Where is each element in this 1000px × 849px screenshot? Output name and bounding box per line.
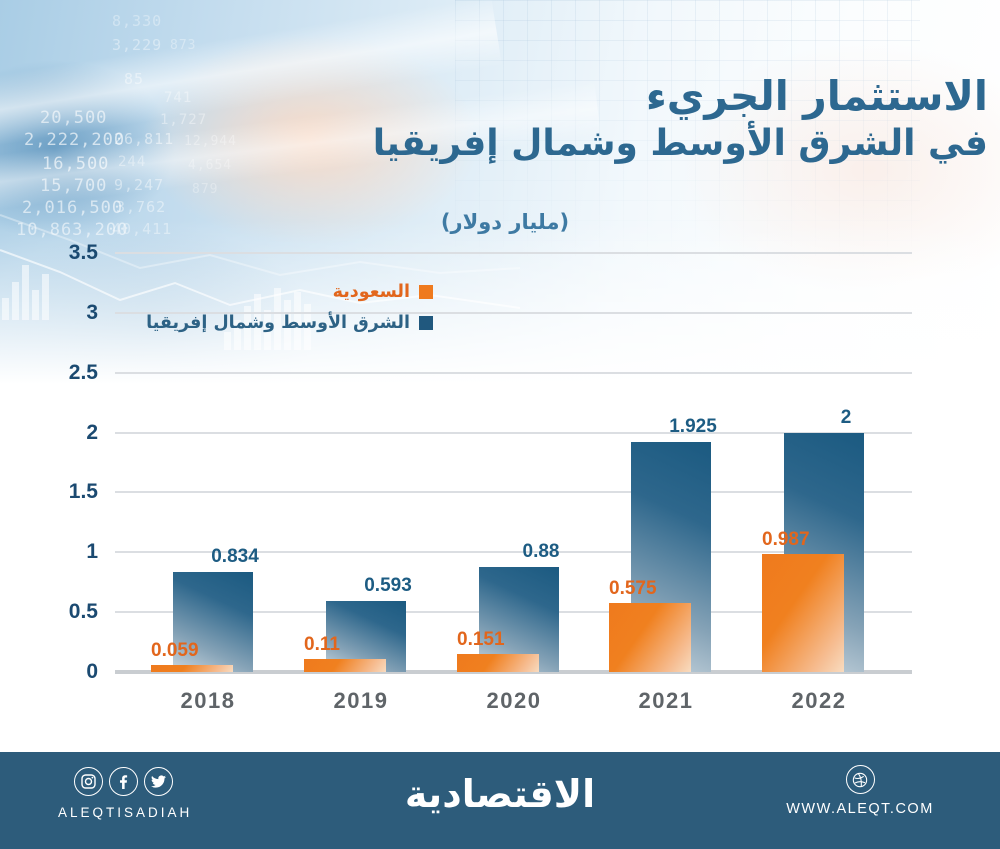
brand-logo: الاقتصادية bbox=[404, 772, 596, 816]
y-tick-label: 3.5 bbox=[68, 241, 98, 264]
header-grid-texture bbox=[455, 0, 920, 285]
header-candlestick-texture bbox=[224, 288, 311, 350]
mena-bar bbox=[173, 572, 253, 672]
website-url[interactable]: WWW.ALEQT.COM bbox=[786, 801, 934, 817]
y-tick-label: 1.5 bbox=[68, 480, 98, 504]
header-texture-number: 741 bbox=[164, 90, 193, 106]
footer-bar: ALEQTISADIAH الاقتصادية WWW.ALEQT.COM bbox=[0, 752, 1000, 849]
y-tick-label: 0 bbox=[86, 660, 98, 683]
y-tick-label: 3 bbox=[86, 300, 98, 324]
legend-label-saudi: السعودية bbox=[332, 282, 410, 302]
y-axis: 0 0.5 1 1.5 2 2.5 3 3.5 bbox=[0, 241, 98, 683]
header-texture-number: 12,944 bbox=[184, 134, 237, 149]
saudi-bar bbox=[151, 664, 233, 672]
year-label: 2019 bbox=[333, 688, 389, 713]
gridline bbox=[115, 311, 912, 314]
title-line-2: في الشرق الأوسط وشمال إفريقيا bbox=[372, 123, 988, 165]
saudi-value-label: 0.575 bbox=[609, 578, 657, 600]
social-block: ALEQTISADIAH bbox=[58, 767, 193, 820]
header-texture-number: 2,222,200 bbox=[24, 130, 126, 150]
header-texture-number: 9,247 bbox=[114, 176, 165, 194]
gridline bbox=[115, 371, 912, 374]
mena-value-label: 0.593 bbox=[364, 575, 412, 597]
social-handle: ALEQTISADIAH bbox=[58, 805, 193, 820]
header-texture-number: 26,811 bbox=[114, 130, 175, 148]
header-candlestick-texture bbox=[2, 265, 49, 320]
year-label: 2021 bbox=[638, 688, 694, 713]
saudi-bar bbox=[304, 658, 386, 672]
header-texture-number: 873 bbox=[170, 38, 197, 53]
legend-label-mena: الشرق الأوسط وشمال إفريقيا bbox=[146, 313, 410, 333]
y-tick-label: 1 bbox=[86, 540, 98, 564]
title-line-1: الاستثمار الجريء bbox=[645, 72, 988, 120]
mena-value-label: 2 bbox=[840, 406, 852, 428]
gridline bbox=[115, 252, 912, 254]
header-photo-background: 8,330 3,229 873 85 741 1,727 20,500 2,222,200 26… bbox=[0, 0, 1000, 400]
header-texture-number: 4,654 bbox=[188, 158, 233, 173]
unit-label: (مليار دولار) bbox=[440, 210, 570, 234]
header-texture-number: 20,500 bbox=[40, 108, 108, 128]
gridline bbox=[115, 551, 912, 554]
year-label: 2020 bbox=[486, 688, 542, 713]
globe-icon bbox=[845, 765, 875, 794]
y-tick-label: 2.5 bbox=[68, 360, 98, 384]
header-texture-number: 40,411 bbox=[112, 220, 173, 238]
y-tick-label: 2 bbox=[86, 420, 98, 444]
header-texture-number: 1,727 bbox=[160, 112, 208, 128]
header-texture-number: 8,330 bbox=[112, 12, 163, 30]
chart-title: الاستثمار الجريء في الشرق الأوسط وشمال إ… bbox=[373, 72, 988, 168]
header-texture-number: 16,500 bbox=[42, 154, 110, 174]
header-texture-number: 3,762 bbox=[116, 198, 167, 216]
chart-legend: السعودية الشرق الأوسط وشمال إفريقيا bbox=[146, 279, 433, 341]
instagram-icon[interactable] bbox=[73, 767, 103, 796]
header-texture-number: 10,863,200 bbox=[16, 220, 129, 240]
saudi-value-label: 0.059 bbox=[151, 639, 199, 661]
saudi-value-label: 0.987 bbox=[762, 528, 810, 550]
twitter-icon[interactable] bbox=[143, 767, 173, 796]
legend-item-mena: الشرق الأوسط وشمال إفريقيا bbox=[146, 310, 433, 336]
bar-chart-plot-area: 0.834 0.059 2018 0.593 0.11 2019 0.88 0.151 2020… bbox=[115, 252, 912, 713]
mena-value-label: 0.88 bbox=[522, 540, 560, 562]
legend-item-saudi: السعودية bbox=[146, 279, 433, 305]
header-texture-number: 879 bbox=[192, 182, 219, 197]
saudi-bar bbox=[609, 603, 691, 672]
mena-value-label: 1.925 bbox=[669, 415, 717, 437]
year-label: 2022 bbox=[791, 688, 847, 713]
x-axis-baseline bbox=[115, 670, 912, 674]
saudi-value-label: 0.11 bbox=[304, 633, 340, 655]
legend-swatch-saudi bbox=[419, 285, 433, 299]
website-block: WWW.ALEQT.COM bbox=[770, 765, 950, 817]
gridline bbox=[115, 491, 912, 494]
header-texture-number: 2,016,500 bbox=[22, 198, 124, 218]
header-texture-number: 15,700 bbox=[40, 176, 108, 196]
y-tick-label: 0.5 bbox=[68, 600, 98, 624]
saudi-bar bbox=[457, 653, 539, 672]
year-label: 2018 bbox=[180, 688, 236, 713]
header-texture-number: 3,229 bbox=[112, 36, 163, 54]
facebook-icon[interactable] bbox=[108, 767, 138, 796]
mena-value-label: 0.834 bbox=[211, 546, 259, 568]
gridline bbox=[115, 431, 912, 434]
legend-swatch-mena bbox=[419, 316, 433, 330]
header-texture-number: 85 bbox=[124, 70, 145, 88]
saudi-bar bbox=[762, 553, 844, 672]
saudi-value-label: 0.151 bbox=[457, 628, 505, 650]
header-texture-number: 244 bbox=[118, 154, 147, 170]
